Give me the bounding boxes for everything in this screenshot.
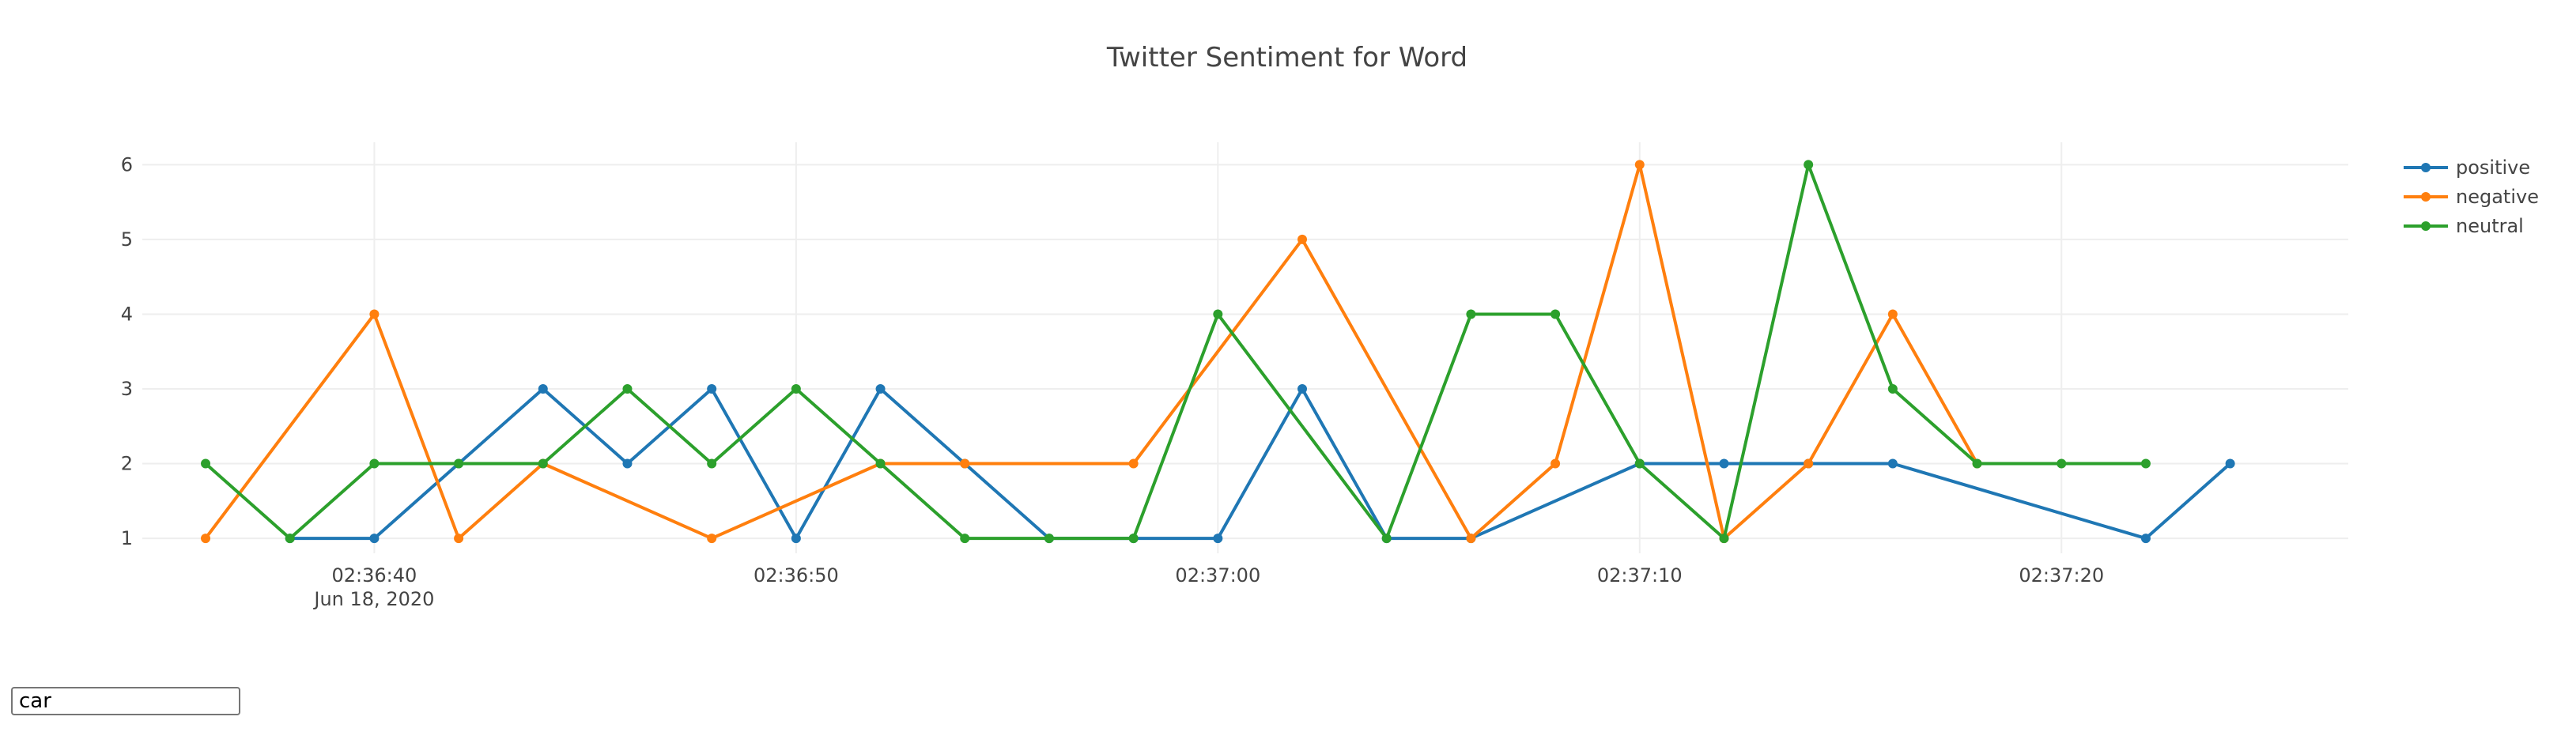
data-point-neutral[interactable] <box>1213 309 1223 319</box>
legend-label: negative <box>2456 186 2539 208</box>
data-point-neutral[interactable] <box>1634 458 1645 469</box>
data-point-neutral[interactable] <box>1719 534 1729 544</box>
data-point-neutral[interactable] <box>707 458 717 469</box>
data-point-neutral[interactable] <box>1128 534 1139 544</box>
data-point-negative[interactable] <box>369 309 380 319</box>
data-point-negative[interactable] <box>454 534 464 544</box>
y-tick-label: 5 <box>121 228 133 251</box>
data-point-positive[interactable] <box>1297 384 1308 394</box>
word-search-input[interactable] <box>11 687 240 715</box>
data-point-neutral[interactable] <box>1804 160 1814 170</box>
data-point-negative[interactable] <box>1297 234 1308 244</box>
data-point-negative[interactable] <box>1887 309 1898 319</box>
axis-tick-labels: 1 2 3 4 5 6 02:36:40 02:36:50 02:37:00 02:37:10 02… <box>121 153 2104 586</box>
data-point-neutral[interactable] <box>1972 458 1982 469</box>
data-point-positive[interactable] <box>369 534 380 544</box>
data-point-neutral[interactable] <box>2057 458 2067 469</box>
legend-swatch-marker <box>2421 192 2431 202</box>
legend-label: neutral <box>2456 215 2524 237</box>
data-point-negative[interactable] <box>1634 160 1645 170</box>
data-point-negative[interactable] <box>960 458 970 469</box>
legend-item-negative[interactable]: negative <box>2404 186 2539 208</box>
data-point-neutral[interactable] <box>285 534 295 544</box>
x-tick-label: 02:37:20 <box>2019 564 2104 586</box>
data-point-neutral[interactable] <box>1044 534 1054 544</box>
data-point-neutral[interactable] <box>791 384 801 394</box>
data-point-neutral[interactable] <box>1381 534 1392 544</box>
data-point-neutral[interactable] <box>454 458 464 469</box>
data-point-positive[interactable] <box>2225 458 2235 469</box>
legend-swatch-marker <box>2421 163 2431 172</box>
data-point-positive[interactable] <box>538 384 548 394</box>
data-point-positive[interactable] <box>1719 458 1729 469</box>
data-point-neutral[interactable] <box>1887 384 1898 394</box>
data-point-negative[interactable] <box>1551 458 1561 469</box>
data-point-neutral[interactable] <box>960 534 970 544</box>
series-lines <box>201 160 2235 544</box>
x-tick-label: 02:37:10 <box>1597 564 1683 586</box>
legend-label: positive <box>2456 157 2530 179</box>
y-tick-label: 4 <box>121 303 133 325</box>
data-point-positive[interactable] <box>791 534 801 544</box>
x-axis-date-label: Jun 18, 2020 <box>312 588 434 610</box>
y-tick-label: 1 <box>121 527 133 549</box>
data-point-neutral[interactable] <box>538 458 548 469</box>
x-tick-label: 02:37:00 <box>1175 564 1260 586</box>
legend-item-neutral[interactable]: neutral <box>2404 215 2524 237</box>
data-point-neutral[interactable] <box>201 458 211 469</box>
y-tick-label: 3 <box>121 378 133 400</box>
y-tick-label: 6 <box>121 153 133 175</box>
data-point-positive[interactable] <box>707 384 717 394</box>
series-line-neutral <box>204 163 2146 541</box>
x-tick-label: 02:36:40 <box>332 564 417 586</box>
data-point-negative[interactable] <box>1128 458 1139 469</box>
data-point-positive[interactable] <box>875 384 886 394</box>
data-point-negative[interactable] <box>1466 534 1476 544</box>
y-tick-label: 2 <box>121 453 133 475</box>
data-point-neutral[interactable] <box>875 458 886 469</box>
legend-item-positive[interactable]: positive <box>2404 157 2530 179</box>
data-point-neutral[interactable] <box>2140 458 2151 469</box>
data-point-negative[interactable] <box>201 534 211 544</box>
data-point-neutral[interactable] <box>622 384 633 394</box>
data-point-positive[interactable] <box>1887 458 1898 469</box>
data-point-positive[interactable] <box>2140 534 2151 544</box>
data-point-positive[interactable] <box>1213 534 1223 544</box>
data-point-neutral[interactable] <box>1551 309 1561 319</box>
data-point-negative[interactable] <box>707 534 717 544</box>
legend[interactable]: positive negative neutral <box>2404 157 2539 237</box>
data-point-negative[interactable] <box>1804 458 1814 469</box>
data-point-neutral[interactable] <box>369 458 380 469</box>
data-point-positive[interactable] <box>622 458 633 469</box>
x-tick-label: 02:36:50 <box>754 564 839 586</box>
data-point-neutral[interactable] <box>1466 309 1476 319</box>
legend-swatch-marker <box>2421 221 2431 231</box>
chart-title: Twitter Sentiment for Word <box>1106 42 1467 74</box>
sentiment-chart: Twitter Sentiment for Word 1 2 3 4 5 6 02:36:4… <box>121 42 2539 610</box>
series-line-negative <box>204 163 1979 541</box>
